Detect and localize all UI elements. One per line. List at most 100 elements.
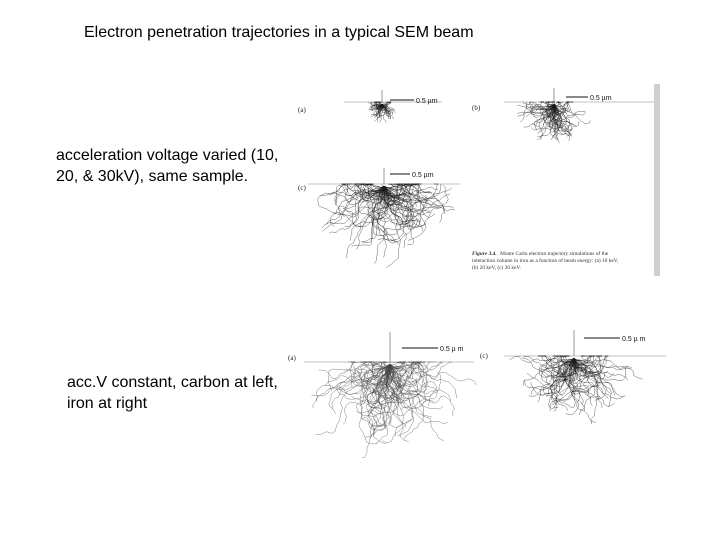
trajectory-path — [361, 363, 407, 419]
trajectory-path — [371, 103, 383, 116]
panel-label-b: (b) — [472, 104, 481, 112]
trajectory-path — [329, 185, 391, 205]
trajectory-path — [389, 361, 418, 382]
trajectory-path — [363, 361, 391, 371]
trajectory-path — [573, 357, 614, 378]
trajectory-path — [383, 183, 421, 226]
trajectory-path — [555, 357, 575, 411]
trajectory-path — [381, 103, 392, 119]
trajectory-path — [389, 363, 424, 440]
trajectory-path — [383, 183, 439, 204]
trajectory-path — [529, 103, 555, 118]
trajectory-path — [571, 355, 603, 374]
trajectory-path — [389, 363, 455, 417]
trajectory-path — [553, 103, 586, 118]
scan-edge-strip — [654, 84, 660, 276]
trajectory-path — [550, 357, 575, 383]
trajectory-path — [546, 357, 576, 398]
trajectory-path — [383, 183, 433, 201]
trajectory-path — [383, 184, 415, 227]
figure-caption-line-3: (b) 20 keV, (c) 30 keV. — [472, 264, 521, 271]
trajectory-path — [553, 103, 591, 124]
trajectory-path — [522, 356, 575, 371]
trajectory-path — [317, 183, 385, 199]
scale-label-b: 0.5 µm — [590, 95, 612, 102]
trajectory-path — [556, 355, 575, 363]
trajectory-path — [373, 363, 392, 427]
scale-label-bottom-a: 0.5 µ m — [440, 346, 464, 353]
trajectory-path — [346, 185, 385, 259]
trajectory-path — [573, 357, 629, 381]
trajectory-path — [367, 363, 391, 432]
trajectory-path — [553, 357, 575, 412]
trajectory-path — [509, 356, 575, 363]
figure-caption-line-1: Figure 3.4. Monte Carlo electron traject… — [472, 250, 609, 257]
trajectory-path — [389, 363, 477, 386]
trajectory-path — [373, 103, 383, 116]
trajectory-path — [381, 184, 431, 206]
trajectory-path — [386, 363, 451, 404]
trajectory-cloud-iron — [509, 355, 643, 425]
trajectory-path — [335, 185, 385, 218]
scale-label-a: 0.5 µm — [416, 98, 438, 105]
figure-material-comparison: (a) 0.5 µ m (c) 0.5 µ m — [284, 326, 670, 460]
trajectory-path — [371, 185, 409, 223]
trajectory-path — [573, 357, 599, 425]
caption-voltage: acceleration voltage varied (10, 20, & 3… — [56, 147, 279, 185]
trajectory-path — [573, 357, 627, 381]
trajectory-path — [525, 101, 555, 112]
trajectory-path — [551, 103, 563, 132]
trajectory-path — [553, 103, 572, 135]
trajectory-path — [388, 363, 438, 406]
trajectory-path — [548, 357, 575, 409]
trajectory-path — [530, 357, 575, 396]
trajectory-cloud-a — [367, 101, 396, 123]
trajectory-path — [573, 357, 630, 378]
trajectory-path — [335, 183, 385, 203]
trajectory-path — [344, 361, 391, 374]
trajectory-path — [381, 103, 393, 116]
trajectory-path — [538, 357, 575, 378]
trajectory-cloud-carbon — [311, 361, 477, 459]
trajectory-path — [363, 183, 403, 199]
scale-label-bottom-c: 0.5 µ m — [622, 336, 646, 343]
trajectory-path — [359, 361, 393, 383]
trajectory-path — [377, 362, 421, 399]
trajectory-cloud-c — [317, 183, 456, 269]
trajectory-path — [383, 185, 432, 227]
trajectory-path — [380, 185, 431, 225]
trajectory-path — [383, 185, 427, 228]
panel-label-bottom-a: (a) — [288, 354, 296, 362]
trajectory-path — [389, 361, 458, 399]
trajectory-path — [361, 185, 390, 244]
trajectory-path — [549, 103, 574, 131]
trajectory-path — [383, 185, 427, 241]
trajectory-path — [573, 357, 643, 380]
trajectory-path — [531, 103, 555, 118]
trajectory-path — [538, 357, 576, 403]
trajectory-path — [545, 101, 556, 117]
trajectory-path — [367, 185, 399, 219]
trajectory-path — [561, 355, 575, 363]
trajectory-path — [378, 183, 401, 209]
trajectory-path — [385, 363, 434, 402]
trajectory-path — [550, 357, 576, 402]
trajectory-path — [563, 357, 576, 409]
trajectory-path — [312, 363, 391, 409]
trajectory-path — [381, 186, 438, 206]
trajectory-path — [328, 363, 391, 415]
trajectory-path — [383, 183, 436, 218]
trajectory-path — [363, 363, 391, 409]
trajectory-path — [573, 357, 615, 407]
trajectory-path — [573, 357, 626, 397]
trajectory-path — [573, 357, 596, 423]
caption-material: acc.V constant, carbon at left, iron at … — [67, 374, 278, 412]
trajectory-path — [542, 355, 575, 364]
panel-label-a: (a) — [298, 106, 306, 114]
trajectory-path — [389, 363, 448, 424]
trajectory-path — [525, 101, 555, 114]
trajectory-path — [573, 357, 603, 409]
trajectory-path — [325, 185, 385, 225]
trajectory-path — [389, 361, 443, 384]
trajectory-path — [389, 361, 419, 386]
